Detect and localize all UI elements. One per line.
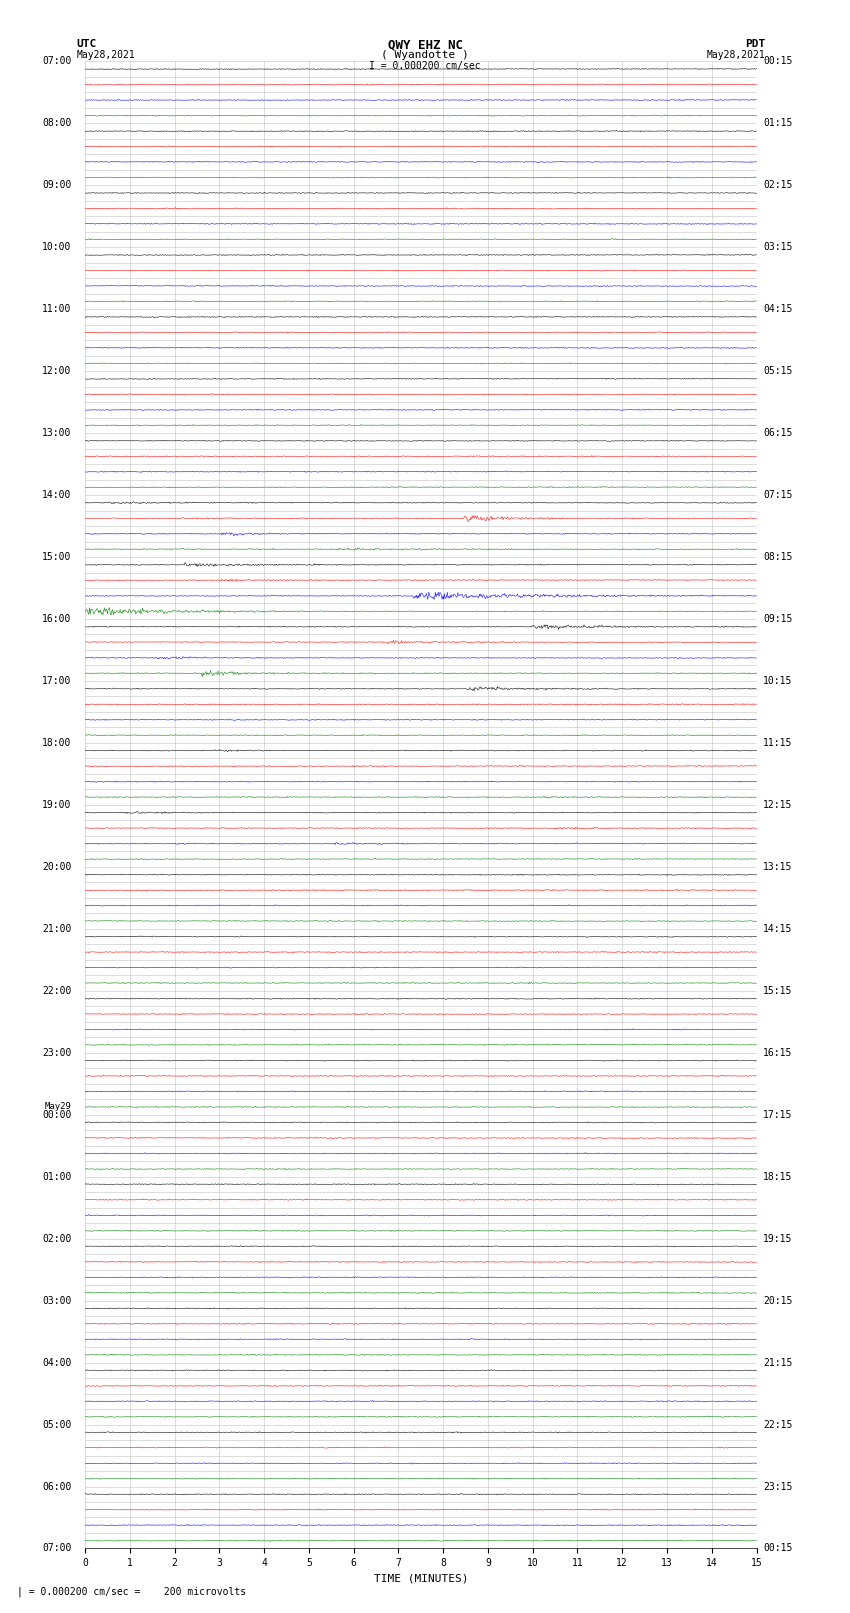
Text: 13:00: 13:00	[42, 427, 71, 439]
Text: 16:00: 16:00	[42, 615, 71, 624]
Text: 23:15: 23:15	[763, 1481, 792, 1492]
Text: 02:00: 02:00	[42, 1234, 71, 1244]
Text: 12:15: 12:15	[763, 800, 792, 810]
Text: 21:00: 21:00	[42, 924, 71, 934]
Text: ( Wyandotte ): ( Wyandotte )	[381, 50, 469, 60]
Text: 05:15: 05:15	[763, 366, 792, 376]
Text: 14:15: 14:15	[763, 924, 792, 934]
Text: I = 0.000200 cm/sec: I = 0.000200 cm/sec	[369, 61, 481, 71]
Text: 22:15: 22:15	[763, 1419, 792, 1429]
Text: 04:15: 04:15	[763, 305, 792, 315]
Text: May28,2021: May28,2021	[76, 50, 135, 60]
Text: 06:00: 06:00	[42, 1481, 71, 1492]
Text: 11:00: 11:00	[42, 305, 71, 315]
Text: 07:15: 07:15	[763, 490, 792, 500]
Text: 21:15: 21:15	[763, 1358, 792, 1368]
Text: 17:15: 17:15	[763, 1110, 792, 1119]
Text: 10:00: 10:00	[42, 242, 71, 252]
X-axis label: TIME (MINUTES): TIME (MINUTES)	[373, 1574, 468, 1584]
Text: 15:15: 15:15	[763, 986, 792, 995]
Text: 22:00: 22:00	[42, 986, 71, 995]
Text: 01:00: 01:00	[42, 1171, 71, 1182]
Text: 04:00: 04:00	[42, 1358, 71, 1368]
Text: 00:15: 00:15	[763, 1544, 792, 1553]
Text: 00:00: 00:00	[42, 1110, 71, 1119]
Text: 12:00: 12:00	[42, 366, 71, 376]
Text: 08:15: 08:15	[763, 552, 792, 561]
Text: 03:00: 03:00	[42, 1295, 71, 1305]
Text: 23:00: 23:00	[42, 1048, 71, 1058]
Text: 16:15: 16:15	[763, 1048, 792, 1058]
Text: 17:00: 17:00	[42, 676, 71, 686]
Text: 00:15: 00:15	[763, 56, 792, 66]
Text: 03:15: 03:15	[763, 242, 792, 252]
Text: 19:00: 19:00	[42, 800, 71, 810]
Text: QWY EHZ NC: QWY EHZ NC	[388, 39, 462, 52]
Text: 06:15: 06:15	[763, 427, 792, 439]
Text: 01:15: 01:15	[763, 118, 792, 129]
Text: 11:15: 11:15	[763, 737, 792, 748]
Text: 02:15: 02:15	[763, 181, 792, 190]
Text: 13:15: 13:15	[763, 861, 792, 873]
Text: 20:00: 20:00	[42, 861, 71, 873]
Text: UTC: UTC	[76, 39, 97, 48]
Text: 07:00: 07:00	[42, 1544, 71, 1553]
Text: 14:00: 14:00	[42, 490, 71, 500]
Text: May29: May29	[45, 1102, 71, 1111]
Text: 19:15: 19:15	[763, 1234, 792, 1244]
Text: 10:15: 10:15	[763, 676, 792, 686]
Text: PDT: PDT	[745, 39, 765, 48]
Text: May28,2021: May28,2021	[706, 50, 765, 60]
Text: 08:00: 08:00	[42, 118, 71, 129]
Text: 18:15: 18:15	[763, 1171, 792, 1182]
Text: 15:00: 15:00	[42, 552, 71, 561]
Text: 09:00: 09:00	[42, 181, 71, 190]
Text: 07:00: 07:00	[42, 56, 71, 66]
Text: 20:15: 20:15	[763, 1295, 792, 1305]
Text: | = 0.000200 cm/sec =    200 microvolts: | = 0.000200 cm/sec = 200 microvolts	[17, 1586, 246, 1597]
Text: 05:00: 05:00	[42, 1419, 71, 1429]
Text: 09:15: 09:15	[763, 615, 792, 624]
Text: 18:00: 18:00	[42, 737, 71, 748]
